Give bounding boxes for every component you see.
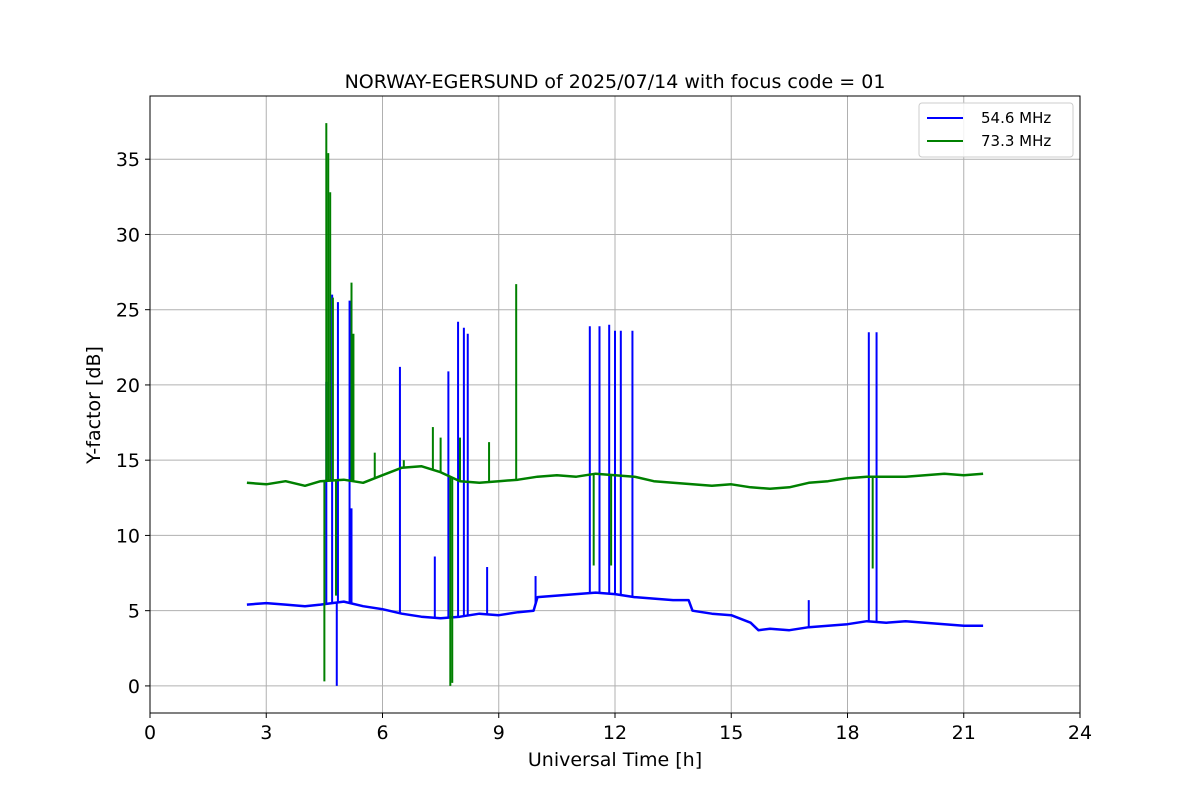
tick-layer: 0 3 6 9 12 15 18 21 24 0 5 10 15 20 25 30 35 [116,149,1092,744]
y-tick-label: 10 [116,525,140,547]
chart-legend: 54.6 MHz 73.3 MHz [918,102,1074,158]
x-tick-label: 21 [952,722,976,744]
x-tick-label: 12 [603,722,627,744]
y-tick-label: 0 [128,676,140,698]
y-tick-label: 15 [116,450,140,472]
series-73-3-mhz [246,123,984,686]
series-54-6-mhz [246,294,984,686]
legend-label-54-6-mhz: 54.6 MHz [981,109,1051,127]
x-tick-label: 3 [260,722,272,744]
series-layer [246,123,984,686]
chart-title: NORWAY-EGERSUND of 2025/07/14 with focus… [345,71,886,93]
y-tick-label: 25 [116,300,140,322]
legend-label-73-3-mhz: 73.3 MHz [981,132,1051,150]
x-tick-label: 6 [376,722,388,744]
legend-box [918,102,1074,158]
y-tick-label: 20 [116,375,140,397]
x-tick-label: 24 [1068,722,1092,744]
y-tick-label: 35 [116,149,140,171]
x-axis-label: Universal Time [h] [528,749,702,771]
series-line-54-6-mhz [246,591,984,632]
series-line-73-3-mhz [246,464,984,491]
x-tick-label: 18 [835,722,859,744]
x-tick-label: 9 [493,722,505,744]
y-axis-label: Y-factor [dB] [83,346,105,465]
x-tick-label: 15 [719,722,743,744]
x-tick-label: 0 [144,722,156,744]
y-tick-label: 30 [116,224,140,246]
y-tick-label: 5 [128,601,140,623]
